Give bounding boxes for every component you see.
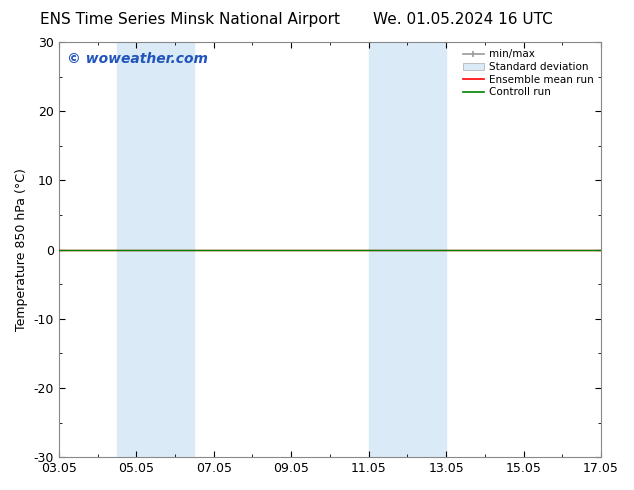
Y-axis label: Temperature 850 hPa (°C): Temperature 850 hPa (°C) [15,168,28,331]
Text: ENS Time Series Minsk National Airport: ENS Time Series Minsk National Airport [40,12,340,27]
Bar [117,42,195,457]
Bar [368,42,446,457]
Text: © woweather.com: © woweather.com [67,52,208,67]
Text: We. 01.05.2024 16 UTC: We. 01.05.2024 16 UTC [373,12,553,27]
Legend: min/max, Standard deviation, Ensemble mean run, Controll run: min/max, Standard deviation, Ensemble me… [461,47,596,99]
